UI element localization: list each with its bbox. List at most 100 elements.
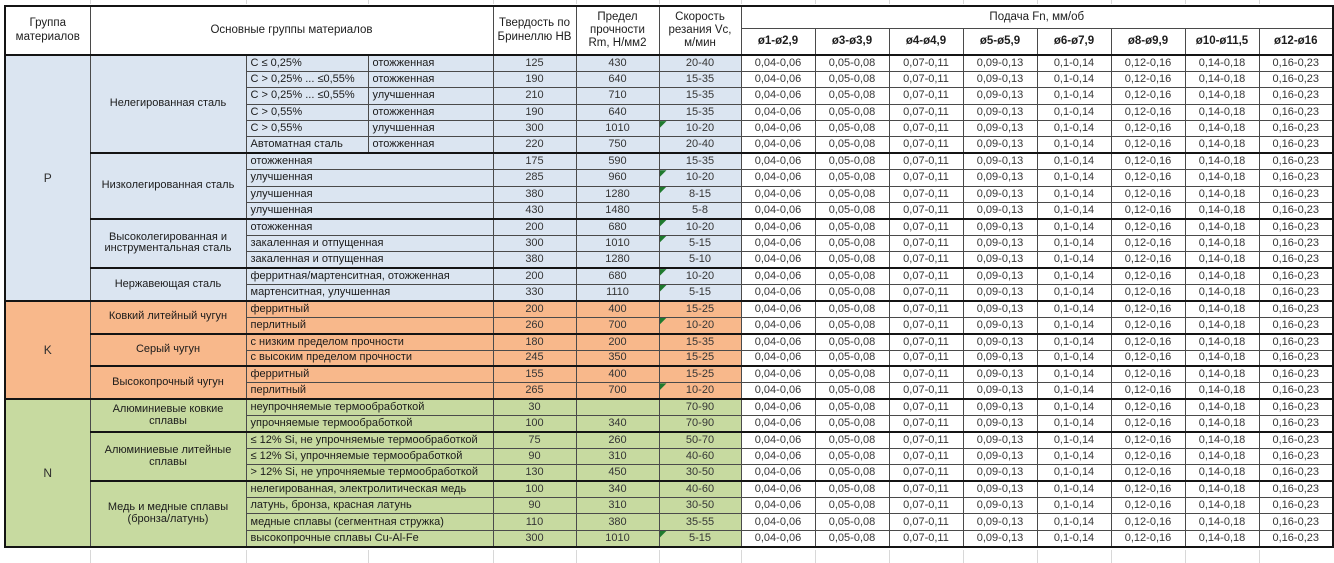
feed-value-cell: 0,1-0,14 (1036, 169, 1112, 187)
cutting-speed-cell: 15-25 (658, 349, 742, 367)
gridline-stub (741, 550, 742, 563)
hardness-cell: 155 (492, 365, 577, 384)
feed-value-cell: 0,14-0,18 (1184, 415, 1260, 433)
cutting-speed-cell: 10-20 (658, 316, 742, 335)
cutting-speed-cell: 8-15 (658, 185, 742, 204)
feed-value-cell: 0,05-0,08 (814, 480, 890, 499)
feed-value-cell: 0,09-0,13 (962, 217, 1038, 236)
table-row: латунь, бронза, красная латунь 90 310 30-50… (5, 497, 1334, 515)
strength-cell: 1480 (575, 202, 660, 220)
feed-value-cell: 0,07-0,11 (888, 267, 964, 285)
material-description-cell: медные сплавы (сегментная стружка) (245, 513, 494, 531)
feed-value-cell: 0,04-0,06 (740, 382, 816, 400)
feed-value-cell: 0,1-0,14 (1036, 217, 1112, 236)
material-state-cell: отожженная (367, 53, 494, 72)
feed-value-cell: 0,14-0,18 (1184, 234, 1260, 253)
cutting-speed-cell: 10-20 (658, 382, 742, 400)
table-row: перлитный 265 700 10-20 0,04-0,06 0,05-0,08 0,… (5, 382, 1334, 400)
gridline-stub (1259, 550, 1260, 563)
cutting-data-table: Группа материалов Основные группы матери… (4, 5, 1334, 548)
header-diameter-range: ø1-ø2,9 (740, 27, 816, 56)
feed-value-cell: 0,14-0,18 (1184, 87, 1260, 105)
hardness-cell: 220 (492, 136, 577, 154)
material-state-cell: отожженная (367, 103, 494, 122)
feed-value-cell: 0,07-0,11 (888, 283, 964, 302)
feed-value-cell: 0,16-0,23 (1258, 70, 1334, 89)
cell-error-marker-icon (660, 531, 667, 538)
feed-value-cell: 0,09-0,13 (962, 234, 1038, 253)
cell-error-marker-icon (660, 187, 667, 194)
gridline-stub (246, 550, 247, 563)
material-description-cell: перлитный (245, 382, 494, 400)
header-main-groups: Основные группы материалов (89, 5, 494, 56)
cell-error-marker-icon (660, 220, 667, 227)
cutting-speed-cell: 40-60 (658, 480, 742, 499)
feed-value-cell: 0,12-0,16 (1110, 382, 1186, 400)
feed-value-cell: 0,04-0,06 (740, 87, 816, 105)
feed-value-cell: 0,09-0,13 (962, 497, 1038, 515)
strength-cell: 590 (575, 152, 660, 171)
feed-value-cell: 0,04-0,06 (740, 202, 816, 220)
feed-value-cell: 0,1-0,14 (1036, 464, 1112, 482)
feed-value-cell: 0,09-0,13 (962, 120, 1038, 138)
feed-value-cell: 0,09-0,13 (962, 316, 1038, 335)
strength-cell: 710 (575, 87, 660, 105)
feed-value-cell: 0,1-0,14 (1036, 87, 1112, 105)
header-diameter-range: ø6-ø7,9 (1036, 27, 1112, 56)
feed-value-cell: 0,09-0,13 (962, 464, 1038, 482)
feed-value-cell: 0,1-0,14 (1036, 152, 1112, 171)
material-state-cell: отожженная (367, 70, 494, 89)
gridline-stub (1037, 550, 1038, 563)
feed-value-cell: 0,04-0,06 (740, 430, 816, 449)
gridline-stub (368, 0, 369, 4)
material-description-cell: высокопрочные сплавы Cu-Al-Fe (245, 529, 494, 548)
feed-value-cell: 0,12-0,16 (1110, 283, 1186, 302)
feed-value-cell: 0,12-0,16 (1110, 103, 1186, 122)
cutting-speed-cell: 5-10 (658, 251, 742, 269)
material-description-cell: с высоким пределом прочности (245, 349, 494, 367)
feed-value-cell: 0,05-0,08 (814, 202, 890, 220)
cutting-speed-cell: 5-8 (658, 202, 742, 220)
hardness-cell: 200 (492, 217, 577, 236)
group-letter: K (4, 299, 91, 400)
strength-cell: 1110 (575, 283, 660, 302)
cutting-speed-cell: 15-35 (658, 87, 742, 105)
gridline-stub (889, 550, 890, 563)
feed-value-cell: 0,09-0,13 (962, 103, 1038, 122)
gridline-stub (1185, 550, 1186, 563)
table-row: C > 0,55% улучшенная 300 1010 10-20 0,04-0,06… (5, 120, 1334, 138)
feed-value-cell: 0,09-0,13 (962, 87, 1038, 105)
hardness-cell: 210 (492, 87, 577, 105)
carbon-content-cell: C > 0,25% ... ≤0,55% (245, 70, 369, 89)
strength-cell: 400 (575, 365, 660, 384)
gridline-stub (1185, 0, 1186, 4)
material-subgroup-name: Высоколегированная и инструментальная ст… (89, 217, 247, 269)
feed-value-cell: 0,12-0,16 (1110, 480, 1186, 499)
strength-cell: 310 (575, 497, 660, 515)
feed-value-cell: 0,1-0,14 (1036, 447, 1112, 466)
feed-value-cell: 0,12-0,16 (1110, 447, 1186, 466)
feed-value-cell: 0,05-0,08 (814, 234, 890, 253)
strength-cell: 750 (575, 136, 660, 154)
feed-value-cell: 0,12-0,16 (1110, 136, 1186, 154)
material-description-cell: с низким пределом прочности (245, 332, 494, 351)
feed-value-cell: 0,09-0,13 (962, 70, 1038, 89)
feed-value-cell: 0,14-0,18 (1184, 316, 1260, 335)
feed-value-cell: 0,16-0,23 (1258, 365, 1334, 384)
feed-value-cell: 0,09-0,13 (962, 202, 1038, 220)
feed-value-cell: 0,12-0,16 (1110, 365, 1186, 384)
feed-value-cell: 0,09-0,13 (962, 430, 1038, 449)
cutting-speed-cell: 10-20 (658, 120, 742, 138)
feed-value-cell: 0,14-0,18 (1184, 202, 1260, 220)
table-row: с высоким пределом прочности 245 350 15-25 0… (5, 349, 1334, 367)
strength-cell: 680 (575, 217, 660, 236)
cutting-speed-cell: 5-15 (658, 529, 742, 548)
feed-value-cell: 0,1-0,14 (1036, 53, 1112, 72)
table-row: Низколегированная сталь отожженная 175 590 1… (5, 152, 1334, 220)
material-description-cell: нелегированная, электролитическая медь (245, 480, 494, 499)
feed-value-cell: 0,16-0,23 (1258, 87, 1334, 105)
feed-value-cell: 0,04-0,06 (740, 152, 816, 171)
hardness-cell: 285 (492, 169, 577, 187)
feed-value-cell: 0,14-0,18 (1184, 169, 1260, 187)
feed-value-cell: 0,09-0,13 (962, 299, 1038, 318)
